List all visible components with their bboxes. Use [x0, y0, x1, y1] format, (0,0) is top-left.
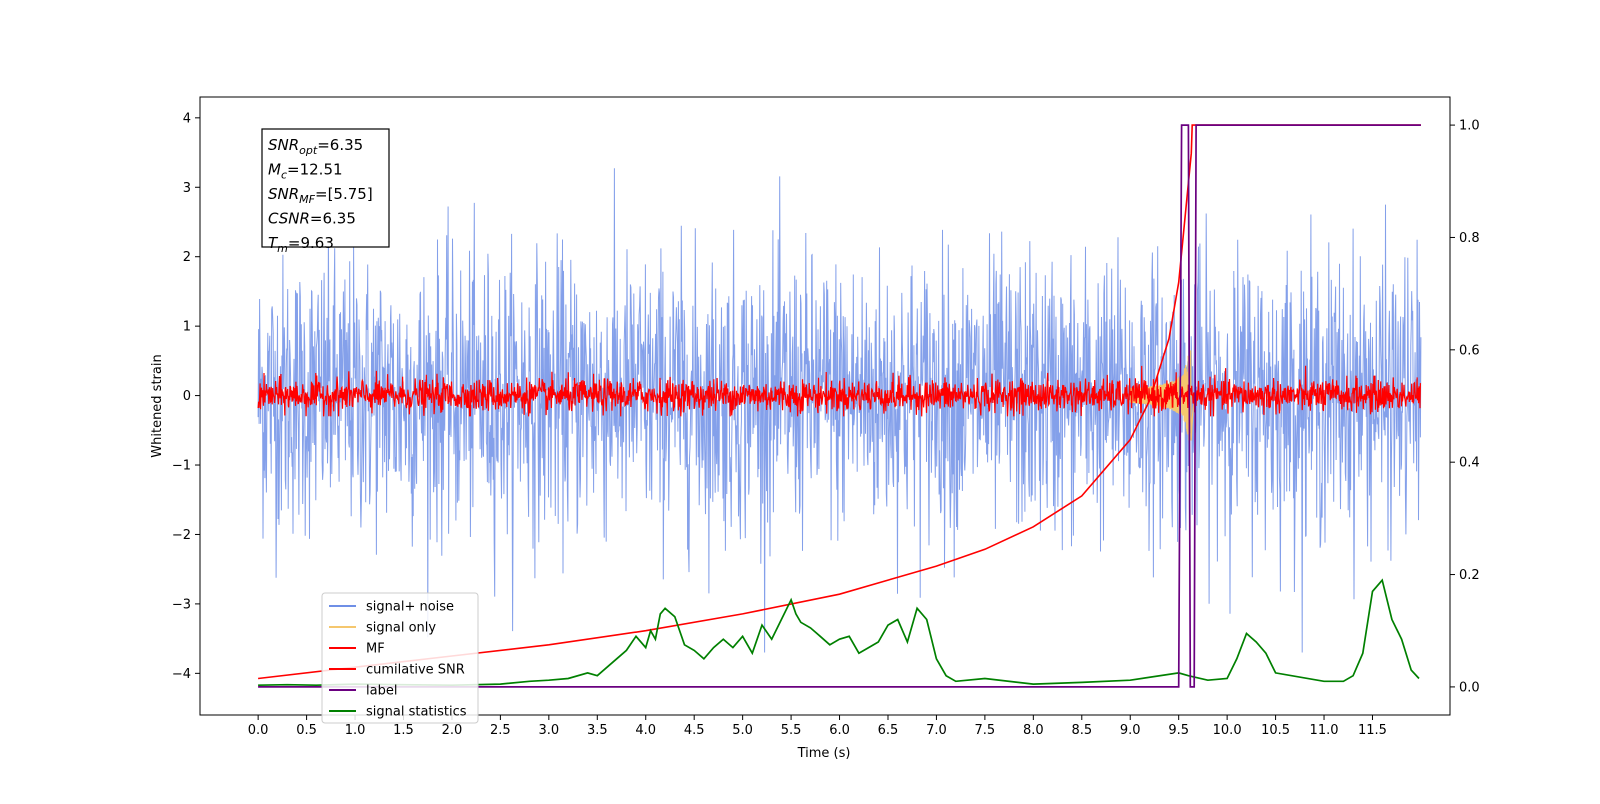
annotation-line: CSNR=6.35 — [268, 210, 356, 228]
y-axis-label: Whitened strain — [150, 354, 165, 457]
annotation-line: Tm=9.63 — [268, 234, 334, 255]
legend-frame — [321, 592, 479, 724]
y-right-tick-label: 0.0 — [1459, 680, 1480, 695]
x-tick-label: 8.0 — [1023, 723, 1044, 738]
x-tick-label: 11.5 — [1358, 723, 1387, 738]
series-signal-statistics-line — [258, 578, 1420, 687]
annotation-line: Mc=12.51 — [268, 161, 343, 182]
x-tick-label: 0.5 — [296, 723, 317, 738]
x-tick-label: 5.0 — [732, 723, 753, 738]
x-axis-ticks: 0.0 0.5 1.0 1.5 2.0 2.5 3.0 3.5 4.0 4.5 5.0 5.5 6.0 6… — [248, 715, 1387, 738]
x-tick-label: 0.0 — [248, 723, 269, 738]
x-tick-label: 4.5 — [684, 723, 705, 738]
legend-label: signal+ noise — [366, 600, 454, 615]
y-left-tick-label: 1 — [183, 320, 191, 335]
series-label-line — [258, 124, 1421, 688]
x-tick-label: 10.0 — [1213, 723, 1242, 738]
annotation-frame — [261, 128, 390, 248]
legend-label: signal statistics — [366, 705, 467, 720]
legend-label: cumilative SNR — [366, 663, 465, 678]
series-mf-line — [257, 365, 1422, 417]
left-y-axis-ticks: 4 3 2 1 0 −1 −2 −3 −4 — [172, 111, 200, 682]
x-tick-label: 5.5 — [781, 723, 802, 738]
y-left-tick-label: 0 — [183, 389, 191, 404]
y-left-tick-label: −1 — [172, 459, 191, 474]
right-y-axis-ticks: 1.0 0.8 0.6 0.4 0.2 0.0 — [1450, 119, 1480, 695]
legend-label: MF — [366, 642, 385, 657]
x-tick-label: 10.5 — [1261, 723, 1290, 738]
y-left-tick-label: 3 — [183, 181, 191, 196]
y-right-tick-label: 0.6 — [1459, 343, 1480, 358]
x-tick-label: 9.0 — [1120, 723, 1141, 738]
x-axis-label: Time (s) — [797, 746, 851, 761]
annotation-line: SNRMF=[5.75] — [268, 185, 373, 206]
x-tick-label: 2.0 — [442, 723, 463, 738]
x-tick-label: 6.5 — [878, 723, 899, 738]
x-tick-label: 3.0 — [538, 723, 559, 738]
x-tick-label: 9.5 — [1168, 723, 1189, 738]
x-tick-label: 6.0 — [829, 723, 850, 738]
y-left-tick-label: 2 — [183, 250, 191, 265]
y-left-tick-label: −3 — [172, 597, 191, 612]
y-right-tick-label: 0.4 — [1459, 456, 1480, 471]
data-layer — [257, 124, 1422, 688]
legend-label: signal only — [366, 621, 436, 636]
x-tick-label: 7.0 — [926, 723, 947, 738]
y-right-tick-label: 0.8 — [1459, 231, 1480, 246]
x-tick-label: 2.5 — [490, 723, 511, 738]
y-left-tick-label: −2 — [172, 528, 191, 543]
legend: signal+ noise signal only MF cumilative SNR… — [321, 592, 479, 724]
x-tick-label: 4.0 — [635, 723, 656, 738]
annotation-box: SNRopt=6.35 Mc=12.51 SNRMF=[5.75] CSNR=6.35… — [261, 128, 390, 255]
x-tick-label: 1.5 — [393, 723, 414, 738]
legend-label: label — [366, 684, 397, 699]
x-tick-label: 7.5 — [975, 723, 996, 738]
x-tick-label: 3.5 — [587, 723, 608, 738]
x-tick-label: 1.0 — [345, 723, 366, 738]
y-right-tick-label: 0.2 — [1459, 568, 1480, 583]
y-left-tick-label: −4 — [172, 667, 191, 682]
y-right-tick-label: 1.0 — [1459, 119, 1480, 134]
x-tick-label: 8.5 — [1071, 723, 1092, 738]
x-tick-label: 11.0 — [1310, 723, 1339, 738]
annotation-line: SNRopt=6.35 — [268, 136, 363, 157]
y-left-tick-label: 4 — [183, 111, 191, 126]
